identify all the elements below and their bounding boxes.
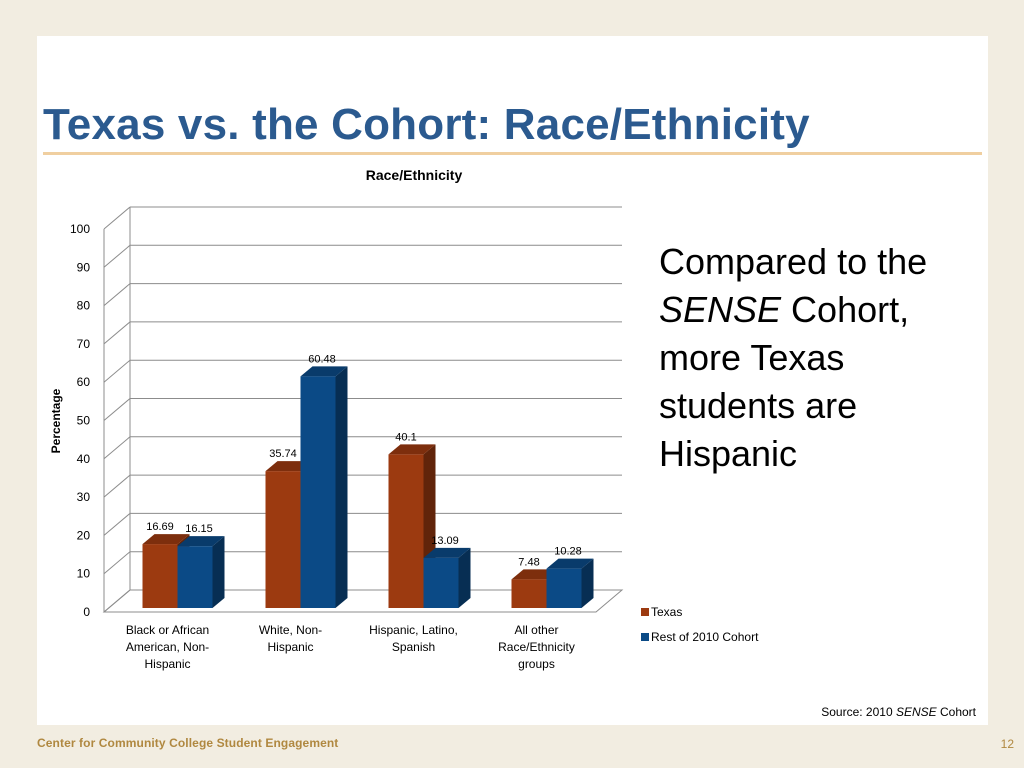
y-axis-label: Percentage: [49, 388, 63, 453]
x-category-label: Black or African American, Non-Hispanic: [126, 623, 209, 671]
chart-floor: [102, 589, 624, 613]
x-category-label: All other Race/Ethnicity groups: [498, 623, 575, 671]
page-number: 12: [1000, 737, 1014, 751]
bar-cohort: [300, 366, 348, 608]
source-italic: SENSE: [895, 705, 937, 719]
bar-value-label: 60.48: [308, 353, 336, 365]
chart-title: Race/Ethnicity: [366, 167, 463, 183]
legend-swatch-cohort: [641, 633, 649, 641]
gridline-side: [103, 283, 131, 306]
bar-texas: [388, 444, 436, 608]
y-tick-label: 50: [77, 414, 91, 428]
bar-cohort: [423, 547, 471, 608]
callout-text: Compared to the SENSE Cohort, more Texas…: [659, 238, 979, 478]
gridline-side: [103, 206, 131, 230]
gridline-side: [103, 436, 131, 460]
callout-line-5: Hispanic: [659, 433, 798, 474]
source-note: Source: 2010 SENSE Cohort: [821, 705, 976, 719]
bar-cohort: [177, 536, 225, 608]
x-category-label: Hispanic, Latino, Spanish: [369, 623, 458, 654]
y-tick-label: 100: [70, 222, 90, 236]
gridline-side: [103, 551, 131, 575]
y-tick-label: 80: [77, 299, 91, 313]
bar-value-label: 16.15: [185, 523, 213, 535]
y-tick-label: 70: [77, 337, 91, 351]
bar-value-label: 13.09: [431, 535, 459, 547]
gridline-side: [103, 513, 131, 536]
bar-value-label: 7.48: [518, 556, 539, 568]
bar-value-label: 16.69: [146, 521, 174, 533]
legend-label-cohort: Rest of 2010 Cohort: [651, 630, 759, 644]
y-tick-label: 10: [77, 567, 91, 581]
y-tick-label: 40: [77, 452, 91, 466]
footer-organization: Center for Community College Student Eng…: [37, 736, 339, 750]
source-suffix: Cohort: [936, 705, 976, 719]
x-category-label: White, Non-Hispanic: [259, 623, 322, 654]
bar-value-label: 10.28: [554, 546, 582, 558]
gridline-side: [103, 474, 131, 498]
callout-line-2: Cohort,: [781, 289, 910, 330]
y-tick-label: 30: [77, 490, 91, 504]
slide-background: [37, 36, 988, 725]
y-tick-label: 60: [77, 375, 91, 389]
callout-line-1: Compared to the: [659, 241, 928, 282]
bar-cohort: [546, 558, 594, 608]
gridline-side: [103, 398, 131, 421]
callout-line-3: more Texas: [659, 337, 845, 378]
source-prefix: Source: 2010: [821, 705, 896, 719]
gridline-side: [103, 321, 131, 345]
callout-line-4: students are: [659, 385, 858, 426]
y-tick-label: 20: [77, 528, 91, 542]
callout-italic-sense: SENSE: [659, 289, 782, 330]
slide-title: Texas vs. the Cohort: Race/Ethnicity: [43, 100, 810, 149]
bar-value-label: 35.74: [269, 448, 297, 460]
gridline-side: [103, 359, 131, 383]
y-tick-label: 90: [77, 260, 91, 274]
title-underline: [43, 152, 982, 155]
y-tick-label: 0: [83, 605, 90, 619]
bar-value-label: 40.1: [395, 431, 416, 443]
legend-swatch-texas: [641, 608, 649, 616]
legend-label-texas: Texas: [651, 605, 682, 619]
gridline-side: [103, 244, 131, 268]
